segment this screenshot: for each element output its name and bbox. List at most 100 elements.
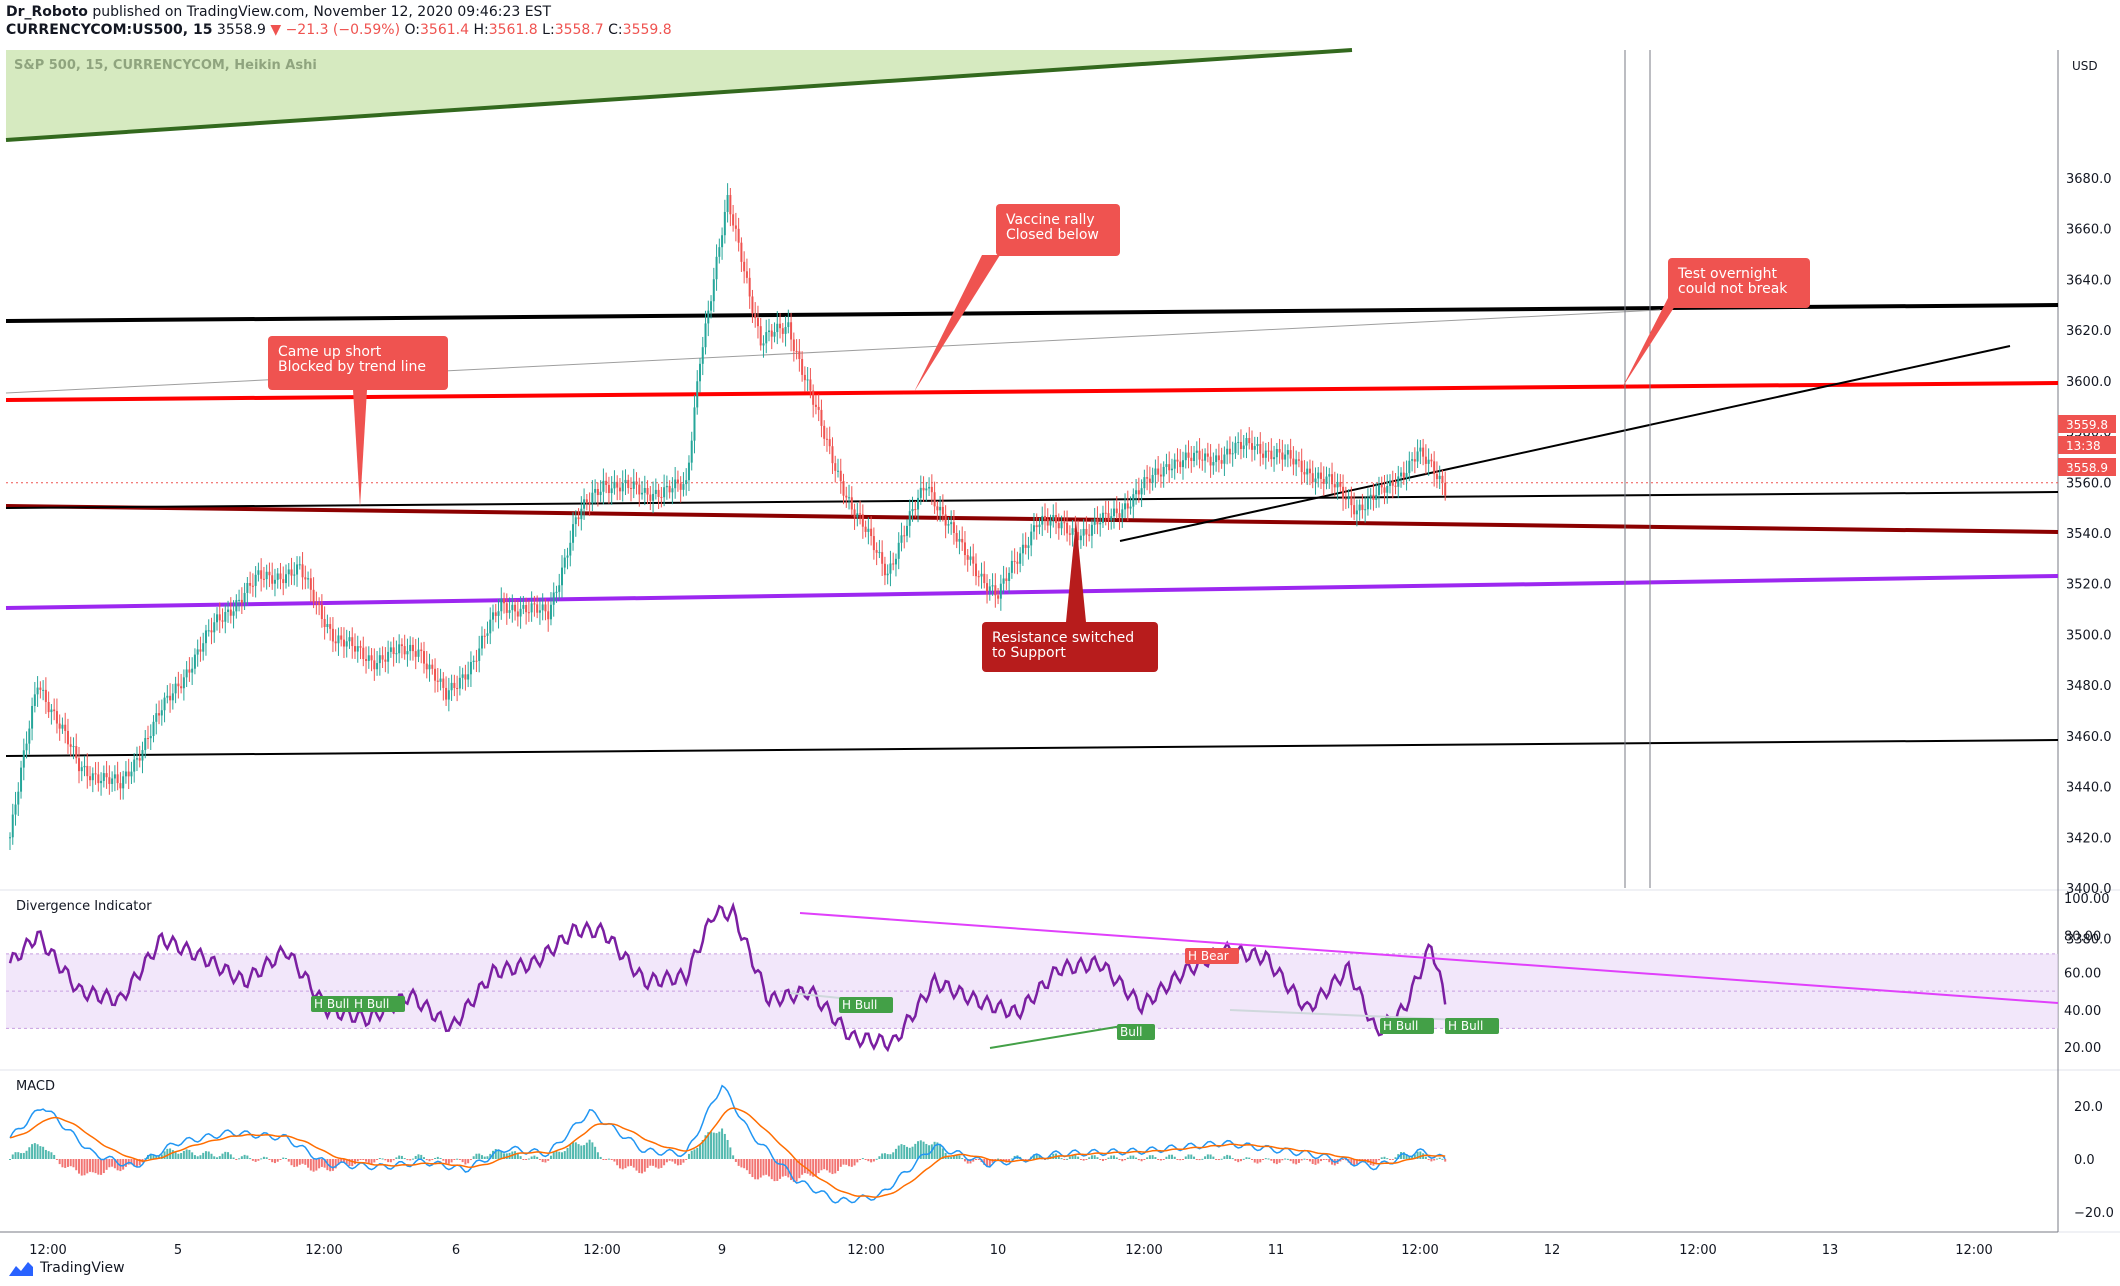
macd-histogram-bar: [1308, 1159, 1311, 1162]
candle-body: [141, 750, 144, 761]
macd-histogram-bar: [182, 1150, 185, 1159]
candle-body: [271, 575, 274, 584]
candle-body: [806, 379, 809, 381]
macd-histogram-bar: [1126, 1157, 1129, 1159]
candle-body: [632, 481, 635, 489]
macd-histogram-bar: [1068, 1156, 1071, 1159]
macd-histogram-bar: [105, 1159, 108, 1170]
macd-histogram-bar: [969, 1159, 972, 1164]
candle-body: [596, 488, 599, 496]
candle-body: [122, 776, 125, 789]
callout-vaccine-rally-pointer: [914, 255, 1000, 392]
candle-body: [100, 780, 103, 784]
macd-histogram-bar: [1433, 1159, 1436, 1161]
macd-histogram-bar: [911, 1146, 914, 1159]
candle-body: [439, 678, 442, 682]
macd-histogram-bar: [682, 1159, 685, 1163]
macd-histogram-bar: [342, 1159, 345, 1163]
macd-histogram-bar: [963, 1159, 966, 1162]
macd-histogram-bar: [417, 1154, 420, 1159]
macd-histogram-bar: [1275, 1159, 1278, 1165]
candle-body: [558, 585, 561, 592]
candle-body: [1411, 459, 1414, 461]
author-name[interactable]: Dr_Roboto: [6, 4, 88, 20]
high-label: H:: [473, 22, 489, 38]
macd-histogram-bar: [14, 1152, 17, 1159]
macd-histogram-bar: [514, 1151, 517, 1159]
macd-histogram-bar: [770, 1159, 773, 1180]
candle-body: [1441, 475, 1444, 483]
macd-histogram-bar: [1157, 1159, 1160, 1160]
macd-histogram-bar: [489, 1153, 492, 1159]
candle-body: [251, 585, 254, 587]
macd-histogram-bar: [174, 1152, 177, 1159]
candle-body: [599, 491, 602, 496]
candle-body: [991, 585, 994, 587]
macd-histogram-bar: [1386, 1158, 1389, 1160]
candle-body: [163, 697, 166, 711]
candle-body: [522, 604, 525, 609]
candle-body: [453, 682, 456, 689]
candle-body: [930, 486, 933, 493]
candle-body: [1297, 459, 1300, 461]
candle-body: [1325, 476, 1328, 484]
candle-body: [320, 604, 323, 620]
candle-body: [900, 535, 903, 543]
candle-body: [859, 513, 862, 515]
candle-body: [986, 583, 989, 592]
candle-body: [1107, 513, 1110, 521]
candle-body: [1270, 450, 1273, 460]
rsi-tick-label: 80.00: [2064, 929, 2101, 944]
macd-histogram-bar: [1234, 1159, 1237, 1161]
divergence-label-bg: [351, 996, 405, 1012]
macd-histogram-bar: [602, 1159, 605, 1160]
macd-histogram-bar: [671, 1159, 674, 1162]
candle-body: [381, 655, 384, 660]
macd-histogram-bar: [607, 1158, 610, 1160]
macd-histogram-bar: [28, 1147, 31, 1159]
macd-histogram-bar: [580, 1145, 583, 1159]
candle-body: [958, 538, 961, 542]
candle-body: [809, 379, 812, 391]
candle-body: [801, 359, 804, 375]
macd-histogram-bar: [867, 1159, 870, 1162]
high-value: 3561.8: [488, 22, 538, 38]
candle-body: [1176, 459, 1179, 462]
macd-histogram-bar: [64, 1159, 67, 1168]
time-tick-label: 12:00: [583, 1243, 620, 1258]
macd-histogram-bar: [1110, 1155, 1113, 1159]
candle-body: [1010, 560, 1013, 573]
candle-body: [574, 517, 577, 525]
candle-body: [864, 526, 867, 532]
candle-body: [135, 758, 138, 760]
candle-body: [831, 446, 834, 464]
macd-histogram-bar: [384, 1159, 387, 1161]
candle-body: [977, 576, 980, 578]
macd-histogram-bar: [309, 1159, 312, 1171]
candle-body: [837, 470, 839, 472]
low-label: L:: [542, 22, 555, 38]
candle-body: [356, 646, 359, 652]
candle-body: [113, 774, 116, 779]
macd-histogram-bar: [287, 1159, 290, 1162]
countdown-tag-bg: [2058, 436, 2116, 454]
macd-histogram-bar: [922, 1141, 925, 1159]
open-value: 3561.4: [420, 22, 470, 38]
macd-histogram-bar: [1273, 1159, 1276, 1164]
macd-histogram-bar: [994, 1159, 997, 1160]
macd-histogram-bar: [171, 1150, 174, 1159]
macd-histogram-bar: [745, 1159, 748, 1171]
candle-body: [848, 497, 851, 499]
candle-body: [1154, 468, 1157, 475]
macd-histogram-bar: [834, 1159, 837, 1174]
macd-histogram-bar: [246, 1155, 249, 1159]
candle-body: [1231, 453, 1234, 455]
macd-histogram-bar: [478, 1153, 481, 1159]
tradingview-brand[interactable]: TradingView: [8, 1259, 125, 1277]
macd-histogram-bar: [875, 1158, 878, 1160]
macd-histogram-bar: [298, 1159, 301, 1165]
candle-body: [486, 633, 489, 636]
macd-histogram-bar: [635, 1159, 638, 1171]
candle-body: [1104, 512, 1107, 514]
